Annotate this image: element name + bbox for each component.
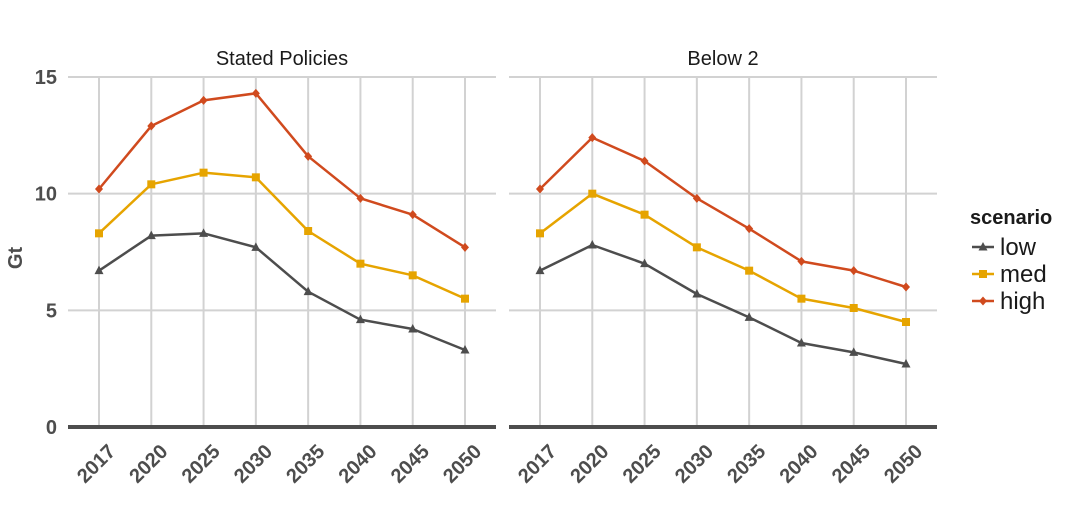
data-point-high [408,210,417,220]
data-point-low [94,265,104,275]
data-point-low [408,324,418,333]
x-tick-label: 2045 [828,441,875,488]
data-point-med [147,180,156,189]
legend-swatch-marker [979,296,987,306]
x-tick-label: 2025 [178,441,225,488]
data-point-high [692,193,701,203]
data-point-med [461,294,469,303]
series-line-low [98,232,466,352]
data-point-high [640,156,649,166]
data-point-high [849,266,858,276]
legend-swatch-marker [979,270,987,278]
data-point-low [355,314,365,324]
legend-label: high [1000,288,1045,315]
data-point-med [640,210,649,219]
data-point-high [251,88,260,98]
legend-item-med: med [972,261,1047,288]
x-tick-label: 2020 [566,441,613,488]
data-point-med [745,266,754,275]
data-point-med [199,168,208,177]
x-tick-label: 2050 [880,441,927,488]
data-point-low [640,258,650,268]
data-point-high [588,133,597,143]
x-tick-label: 2025 [619,441,666,488]
data-point-low [849,347,859,356]
x-tick-label: 2035 [723,441,770,488]
data-point-high [147,121,156,131]
legend-label: low [1000,234,1037,261]
data-point-med [797,294,806,303]
x-tick-label: 2017 [73,441,120,488]
data-point-low [692,289,702,298]
series-line-high [539,136,907,289]
data-point-high [304,151,313,161]
data-point-high [745,224,754,234]
data-point-med [588,189,597,198]
data-point-high [199,95,208,105]
data-point-low [535,265,545,275]
data-point-low [460,345,470,354]
data-point-med [251,173,260,182]
x-tick-label: 2050 [439,441,486,488]
y-tick-label: 0 [46,417,57,439]
data-point-high [95,184,103,194]
series-line-low [539,243,907,366]
data-point-high [902,282,910,292]
data-point-high [461,242,469,252]
panel-title: Stated Policies [216,48,348,70]
panel-title: Below 2 [687,48,758,70]
data-point-med [408,271,417,280]
x-tick-label: 2040 [776,441,823,488]
data-point-low [587,240,597,249]
x-tick-label: 2040 [335,441,382,488]
data-point-high [536,184,544,194]
x-tick-label: 2045 [387,441,434,488]
series-line-med [98,171,466,300]
panel-2: Below 2 2017 2020 2025 2030 2035 2040 2045 2050 [509,48,937,488]
data-point-med [536,229,544,238]
data-point-low [744,312,754,321]
x-tick-label: 2020 [125,441,172,488]
legend-item-low: low [972,234,1037,261]
y-tick-label: 10 [35,184,57,206]
data-point-low [303,286,313,296]
data-point-low [901,359,911,368]
y-tick-label: 5 [46,300,57,322]
data-point-high [797,256,806,266]
data-point-med [902,318,910,326]
series-line-med [539,192,907,324]
series-line-high [98,92,466,249]
data-point-low [251,242,261,251]
data-point-low [796,338,806,347]
data-point-med [95,229,103,238]
y-tick-label: 15 [35,67,57,89]
data-point-med [692,243,701,252]
legend-item-high: high [972,288,1045,315]
data-point-low [199,228,209,237]
data-point-med [304,227,313,235]
data-point-med [849,304,858,312]
x-tick-label: 2035 [282,441,329,488]
x-tick-label: 2017 [514,441,561,488]
legend-swatch-marker [978,242,988,251]
legend-title: scenario [970,207,1052,229]
data-point-high [356,193,365,203]
data-point-low [146,230,156,240]
y-axis-label: Gt [5,247,27,270]
data-point-med [356,259,365,268]
x-tick-label: 2030 [671,441,718,488]
x-tick-label: 2030 [230,441,277,488]
legend-label: med [1000,261,1047,288]
